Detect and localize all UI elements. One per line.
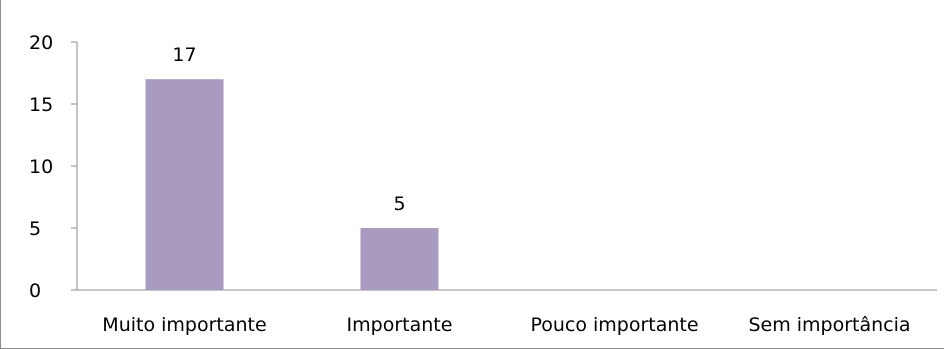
data-label-0: 17	[172, 44, 196, 66]
category-labels: Muito importante Importante Pouco importan…	[102, 314, 910, 336]
y-tick-label: 0	[29, 280, 41, 302]
category-label-1: Importante	[347, 314, 453, 336]
y-tick-label: 5	[29, 218, 41, 240]
bar-1	[360, 228, 439, 290]
category-label-0: Muito importante	[102, 314, 266, 336]
y-tick-label: 10	[29, 156, 53, 178]
y-tick-label: 20	[29, 32, 53, 54]
bars	[145, 79, 439, 290]
y-tick-label: 15	[29, 94, 53, 116]
bar-0	[145, 79, 224, 290]
category-label-2: Pouco importante	[530, 314, 698, 336]
category-label-3: Sem importância	[748, 314, 910, 336]
data-labels: 17 5	[172, 44, 405, 215]
data-label-1: 5	[393, 193, 405, 215]
